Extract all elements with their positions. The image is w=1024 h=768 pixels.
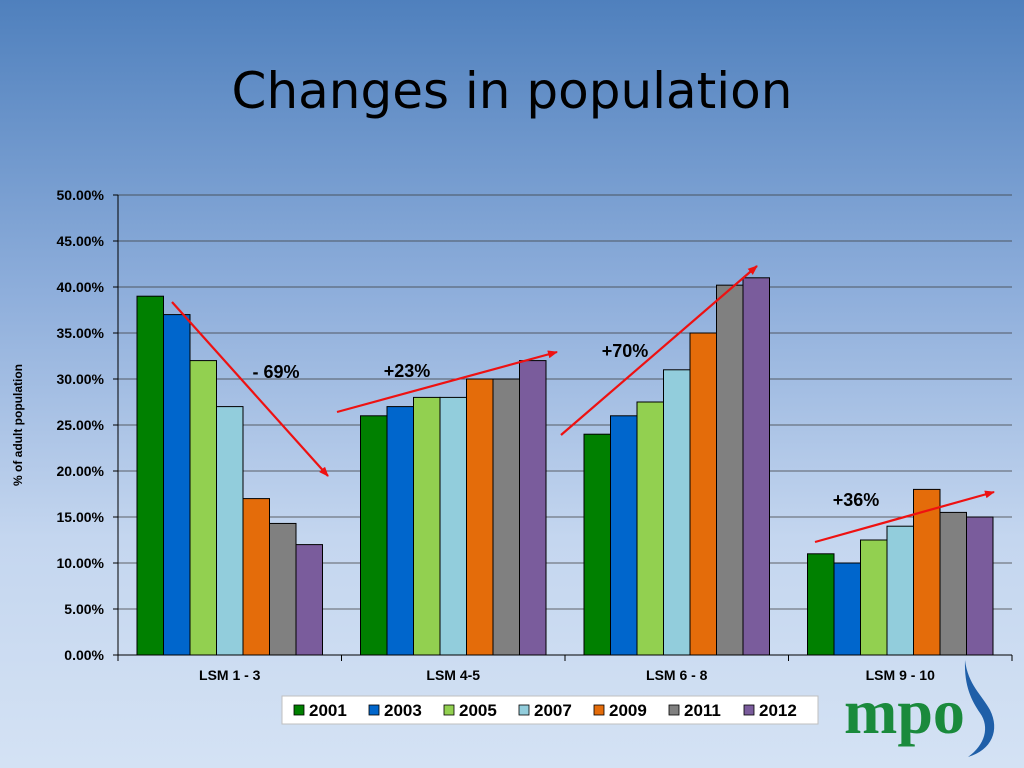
bar	[269, 522, 297, 656]
annotation-label: - 69%	[252, 362, 299, 382]
legend-swatch	[518, 704, 530, 716]
legend-label: 2011	[684, 701, 721, 720]
slide-title: Changes in population	[231, 62, 793, 120]
y-tick-label: 30.00%	[57, 371, 105, 387]
legend-swatch	[293, 704, 305, 716]
bar	[807, 553, 835, 656]
x-tick-label: LSM 6 - 8	[646, 667, 708, 683]
axes: 0.00% 5.00% 10.00% 15.00% 20.00% 25.00% 30.00%…	[57, 187, 1013, 683]
bar	[636, 401, 664, 656]
bar	[939, 511, 967, 656]
y-tick-label: 0.00%	[64, 647, 104, 663]
mpo-logo: mpo	[844, 660, 995, 757]
bar	[413, 396, 441, 656]
bar	[216, 406, 244, 656]
legend-label: 2005	[459, 701, 497, 720]
bar	[716, 284, 744, 656]
annotation-label: +36%	[833, 490, 880, 510]
bar	[610, 415, 638, 656]
bar	[860, 539, 888, 656]
legend-swatch	[593, 704, 605, 716]
legend-swatch	[443, 704, 455, 716]
bar	[242, 498, 270, 656]
bar	[439, 396, 467, 656]
x-tick-label: LSM 9 - 10	[866, 667, 935, 683]
legend-label: 2001	[309, 701, 347, 720]
y-axis-label: % of adult population	[11, 364, 25, 486]
bar	[886, 525, 914, 656]
legend-swatch	[668, 704, 680, 716]
y-tick-label: 10.00%	[57, 555, 105, 571]
legend-label: 2003	[384, 701, 422, 720]
y-tick-label: 45.00%	[57, 233, 105, 249]
bars	[136, 277, 994, 656]
annotations: - 69% +23% +70% +36%	[171, 265, 995, 544]
bar	[519, 360, 547, 656]
trend-arrow	[336, 350, 558, 414]
bar	[466, 378, 494, 656]
bar	[295, 544, 323, 656]
y-tick-label: 25.00%	[57, 417, 105, 433]
logo-text: mpo	[844, 676, 965, 747]
x-tick-label: LSM 1 - 3	[199, 667, 261, 683]
x-tick-label: LSM 4-5	[426, 667, 480, 683]
bar	[742, 277, 770, 656]
annotation-label: +70%	[602, 341, 649, 361]
legend: 2001 2003 2005 2007 2009 2011 2012	[281, 695, 819, 725]
bar	[386, 406, 414, 656]
bar	[833, 562, 861, 656]
bar	[163, 314, 191, 656]
legend-label: 2007	[534, 701, 572, 720]
bar	[189, 360, 217, 656]
logo-swoosh	[964, 660, 995, 757]
y-tick-label: 15.00%	[57, 509, 105, 525]
legend-swatch	[743, 704, 755, 716]
y-tick-label: 40.00%	[57, 279, 105, 295]
trend-arrow	[814, 490, 995, 544]
y-tick-label: 35.00%	[57, 325, 105, 341]
trend-arrow	[560, 265, 758, 436]
legend-label: 2009	[609, 701, 647, 720]
bar	[689, 332, 717, 656]
legend-label: 2012	[759, 701, 797, 720]
legend-swatch	[368, 704, 380, 716]
bar	[136, 295, 164, 656]
bar	[360, 415, 388, 656]
bar	[583, 433, 611, 656]
bar	[966, 516, 994, 656]
bar	[492, 378, 520, 656]
annotation-label: +23%	[384, 361, 431, 381]
y-tick-label: 5.00%	[64, 601, 104, 617]
y-tick-label: 20.00%	[57, 463, 105, 479]
y-tick-label: 50.00%	[57, 187, 105, 203]
trend-arrow	[171, 301, 329, 477]
bar	[663, 369, 691, 656]
